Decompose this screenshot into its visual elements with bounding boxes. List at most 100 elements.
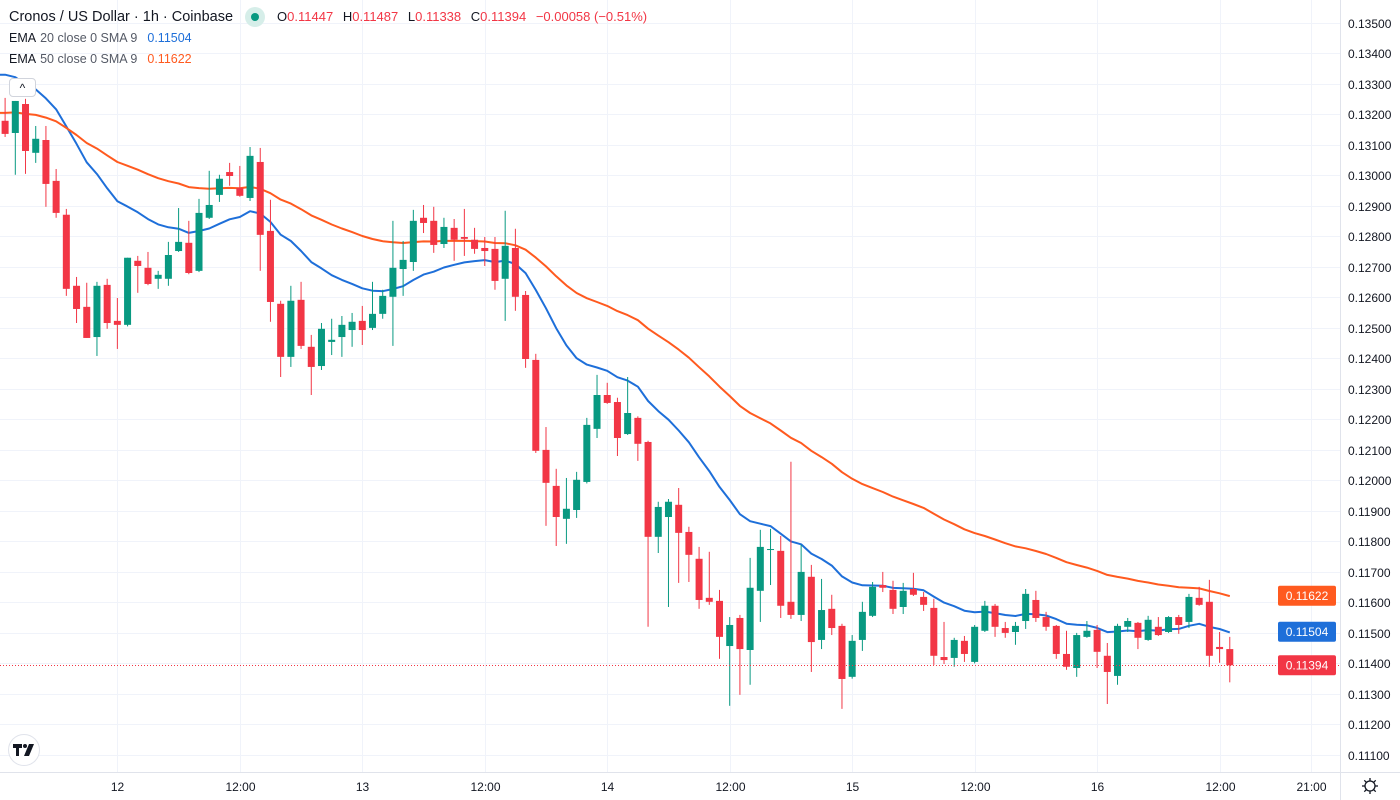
candle-down: [277, 300, 285, 378]
candle-body: [593, 394, 601, 429]
candle-down: [1032, 590, 1040, 622]
candle-up: [205, 170, 213, 220]
candle-body: [869, 586, 877, 616]
price-tick-label: 0.11100: [1348, 749, 1390, 763]
candle-body: [164, 254, 172, 279]
low-label: L: [407, 9, 416, 24]
candle-body: [1165, 617, 1173, 632]
candle-body: [848, 640, 856, 677]
candle-body: [634, 417, 642, 444]
symbol-title[interactable]: Cronos / US Dollar · 1h · Coinbase: [9, 8, 234, 25]
candle-up: [573, 471, 581, 518]
candle-down: [920, 592, 928, 611]
candle-down: [256, 147, 264, 271]
candle-up: [409, 209, 417, 271]
candle-body: [1001, 628, 1009, 633]
candle-up: [1165, 616, 1173, 633]
candle-body: [1124, 621, 1132, 627]
candle-body: [277, 303, 285, 357]
symbol-row: Cronos / US Dollar · 1h · Coinbase O0.11…: [9, 6, 653, 27]
candle-body: [1103, 655, 1111, 672]
candle-body: [1032, 599, 1040, 618]
ema20-price-label: 0.11504: [1278, 621, 1336, 642]
candle-down: [889, 580, 897, 615]
candle-body: [1011, 625, 1019, 632]
candle-down: [695, 546, 703, 609]
time-tick-label: 12:00: [960, 780, 990, 794]
candle-up: [583, 417, 591, 484]
candle-body: [144, 267, 152, 284]
candle-body: [246, 155, 254, 198]
candle-up: [124, 257, 132, 327]
candle-up: [624, 377, 632, 435]
candle-body: [1022, 593, 1030, 622]
candle-down: [1042, 611, 1050, 631]
open-label: O: [277, 9, 288, 24]
candle-body: [1134, 622, 1142, 638]
open-value: 0.11447: [287, 9, 334, 24]
candle-body: [1052, 625, 1060, 654]
candle-down: [511, 228, 519, 311]
candle-body: [1144, 619, 1152, 640]
indicator-value: 0.11622: [147, 51, 192, 66]
candle-down: [62, 208, 70, 296]
candle-down: [828, 594, 836, 636]
candle-body: [613, 402, 621, 439]
candle-body: [522, 294, 530, 360]
candle-body: [715, 600, 723, 637]
candle-up: [11, 100, 19, 175]
candle-down: [787, 461, 795, 619]
candle-up: [858, 601, 866, 651]
candle-down: [1103, 642, 1111, 704]
candle-down: [103, 278, 111, 329]
high-label: H: [342, 9, 353, 24]
candle-body: [777, 550, 785, 606]
candle-down: [1216, 631, 1224, 663]
candle-body: [552, 485, 560, 518]
high-value: 0.11487: [352, 9, 399, 24]
tradingview-logo-icon: [13, 744, 34, 756]
candle-body: [1154, 626, 1162, 636]
candle-body: [705, 597, 713, 602]
candle-down: [736, 614, 744, 695]
price-tick-label: 0.13300: [1348, 78, 1392, 92]
candle-body: [154, 274, 162, 279]
candle-down: [960, 635, 968, 662]
time-axis[interactable]: [0, 772, 1400, 800]
candle-body: [1093, 629, 1101, 652]
candle-body: [134, 260, 142, 266]
price-axis[interactable]: [1340, 0, 1400, 772]
time-tick-label: 13: [356, 780, 370, 794]
candle-body: [899, 590, 907, 607]
price-tick-label: 0.11700: [1348, 566, 1391, 580]
candle-up: [379, 289, 387, 319]
candle-body: [317, 328, 325, 367]
candle-body: [767, 549, 775, 551]
candle-body: [950, 639, 958, 658]
indicator-ema20[interactable]: EMA 20 close 0 SMA 9 0.11504: [9, 27, 653, 48]
candle-up: [818, 578, 826, 650]
indicator-ema50[interactable]: EMA 50 close 0 SMA 9 0.11622: [9, 48, 653, 69]
candle-body: [807, 576, 815, 643]
price-badge-background: [1278, 621, 1336, 642]
price-tick-label: 0.11200: [1348, 718, 1391, 732]
indicator-value: 0.11504: [147, 30, 192, 45]
gear-icon[interactable]: [1361, 777, 1379, 795]
ema-lines: [0, 73, 1231, 634]
candle-up: [746, 557, 754, 685]
collapse-legend-button[interactable]: ^: [9, 78, 36, 97]
candle-up: [899, 582, 907, 615]
close-value: 0.11394: [480, 9, 527, 24]
candle-down: [185, 220, 193, 275]
candle-body: [542, 449, 550, 483]
candle-body: [369, 313, 377, 328]
candle-body: [583, 424, 591, 482]
candle-down: [420, 204, 428, 234]
candle-body: [22, 104, 30, 151]
price-tick-label: 0.12800: [1348, 230, 1392, 244]
tradingview-logo[interactable]: [8, 734, 40, 766]
candle-down: [1175, 614, 1183, 634]
price-badge-background: [1278, 655, 1336, 676]
candle-body: [409, 220, 417, 263]
